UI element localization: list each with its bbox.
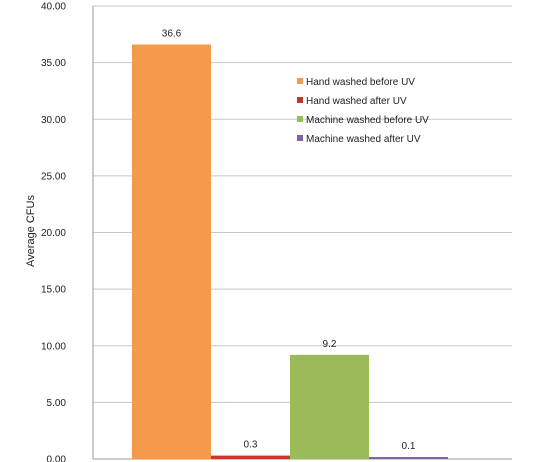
y-tick-label: 10.00 [41,341,66,352]
y-tick-labels: 0.00 5.00 10.00 15.00 20.00 25.00 30.00 35.00 40… [41,2,66,462]
legend-entry: Hand washed after UV [306,96,407,107]
y-axis-label: Average CFUs [25,195,37,267]
bars [132,44,448,459]
legend-swatch [297,78,303,84]
data-label: 0.1 [402,441,416,452]
legend-swatch [297,116,303,122]
legend-entry: Hand washed before UV [306,77,415,88]
y-tick-label: 15.00 [41,285,66,296]
y-tick-label: 25.00 [41,171,66,182]
legend-swatch [297,97,303,103]
legend: Hand washed before UV Hand washed after U… [297,77,429,145]
data-label: 9.2 [323,339,337,350]
data-labels: 36.6 0.3 9.2 0.1 [162,29,416,452]
legend-entry: Machine washed before UV [306,115,429,126]
data-label: 0.3 [244,440,258,451]
data-label: 36.6 [162,29,182,40]
y-tick-label: 30.00 [41,115,66,126]
y-tick-label: 5.00 [47,398,67,409]
bar-4 [369,457,448,459]
y-tick-label: 40.00 [41,2,66,13]
y-tick-label: 20.00 [41,228,66,239]
legend-swatch [297,135,303,141]
bar-2 [211,455,290,459]
bar-3 [290,354,369,459]
y-tick-label: 35.00 [41,58,66,69]
legend-entry: Machine washed after UV [306,134,421,145]
bar-1 [132,44,211,459]
y-tick-label: 0.00 [47,455,67,462]
